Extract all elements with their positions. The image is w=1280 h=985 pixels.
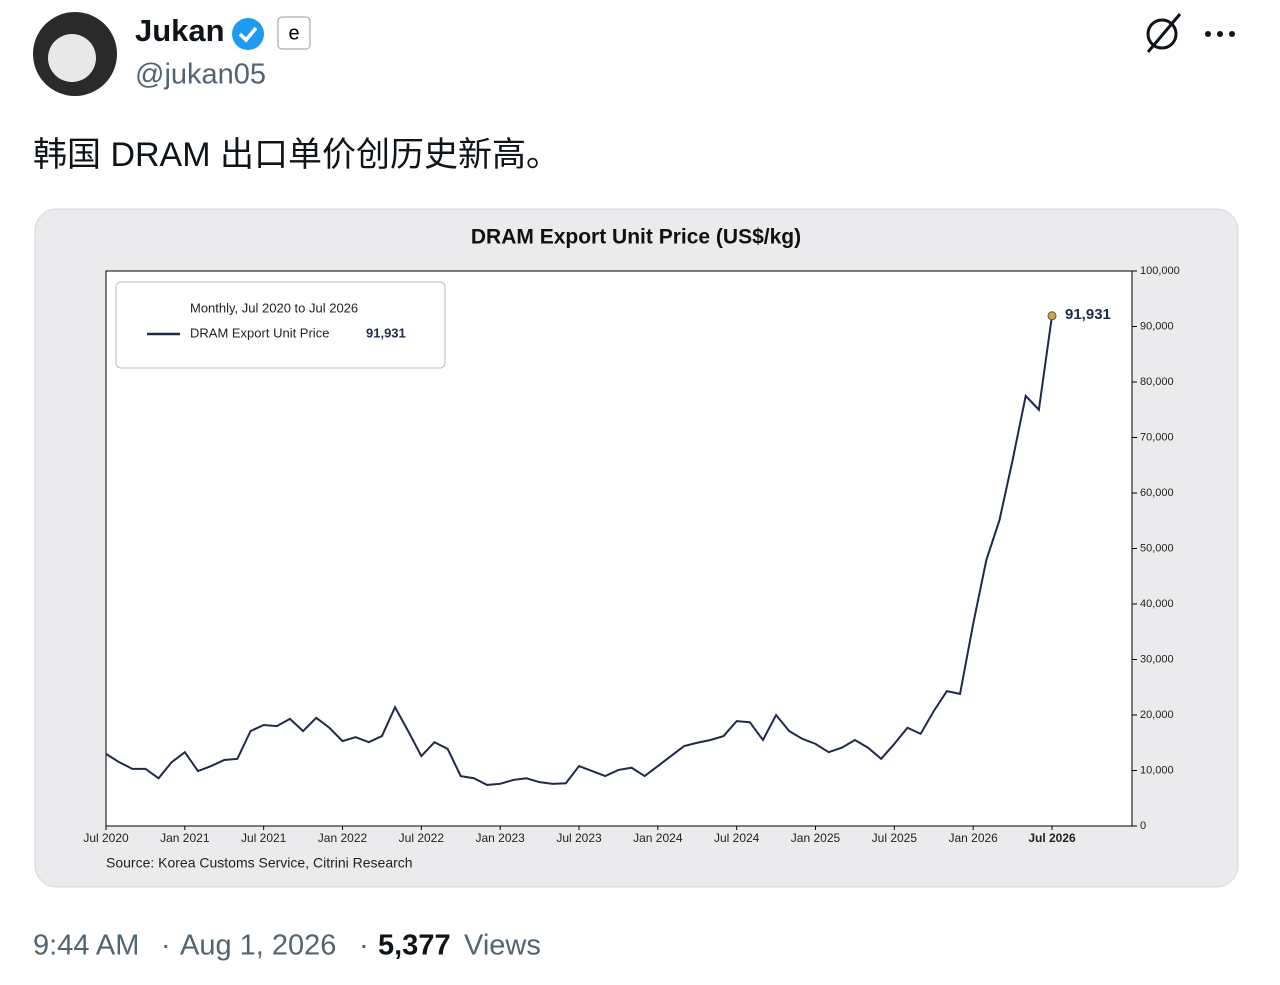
view-count: 5,377 — [378, 930, 451, 962]
y-tick-label: 90,000 — [1140, 320, 1174, 332]
handle[interactable]: @jukan05 — [135, 59, 266, 91]
x-tick-label: Jan 2022 — [318, 831, 368, 845]
y-tick-label: 10,000 — [1140, 764, 1174, 776]
y-tick-label: 0 — [1140, 820, 1146, 832]
x-tick-label: Jul 2023 — [556, 831, 602, 845]
legend-value: 91,931 — [366, 325, 406, 340]
source-note: Source: Korea Customs Service, Citrini R… — [106, 855, 413, 871]
x-tick-label: Jul 2021 — [241, 831, 287, 845]
display-name[interactable]: Jukan — [135, 13, 225, 48]
avatar-face — [48, 34, 96, 82]
x-tick-label: Jul 2024 — [714, 831, 760, 845]
affiliate-icon: e — [288, 22, 299, 44]
y-tick-label: 30,000 — [1140, 653, 1174, 665]
x-tick-label: Jan 2024 — [633, 831, 683, 845]
series-line — [105, 315, 1053, 786]
affiliate-badge — [277, 16, 311, 50]
chart-title: DRAM Export Unit Price (US$/kg) — [471, 226, 801, 249]
x-tick-label: Jan 2021 — [160, 831, 210, 845]
tweet-text: 韩国 DRAM 出口单价创历史新高。 — [33, 136, 560, 174]
y-tick-label: 70,000 — [1140, 431, 1174, 443]
more-icon[interactable] — [1205, 31, 1235, 37]
y-tick-label: 60,000 — [1140, 487, 1174, 499]
separator: · — [161, 930, 171, 962]
x-tick-label: Jan 2026 — [948, 831, 998, 845]
grok-icon[interactable] — [1146, 13, 1182, 53]
x-tick-label: Jan 2023 — [475, 831, 525, 845]
x-tick-label: Jul 2020 — [83, 831, 129, 845]
y-tick-label: 80,000 — [1140, 376, 1174, 388]
verified-badge — [232, 18, 264, 50]
date[interactable]: Aug 1, 2026 — [180, 930, 336, 962]
y-tick-label: 100,000 — [1140, 265, 1180, 277]
value-label: 91,931 — [1065, 306, 1111, 323]
time: 9:44 AM — [33, 930, 139, 962]
legend-label: DRAM Export Unit Price — [190, 325, 329, 340]
x-tick-label: Jul 2022 — [399, 831, 445, 845]
legend — [115, 281, 446, 369]
x-tick-label: Jul 2025 — [872, 831, 918, 845]
y-tick-label: 40,000 — [1140, 598, 1174, 610]
y-tick-label: 50,000 — [1140, 542, 1174, 554]
x-tick-label: Jan 2025 — [791, 831, 841, 845]
y-tick-label: 20,000 — [1140, 709, 1174, 721]
x-tick-label: Jul 2026 — [1028, 831, 1076, 845]
highlight-point — [1047, 311, 1057, 321]
views-label: Views — [464, 930, 541, 962]
separator: · — [359, 930, 369, 962]
legend-title: Monthly, Jul 2020 to Jul 2026 — [190, 300, 358, 315]
